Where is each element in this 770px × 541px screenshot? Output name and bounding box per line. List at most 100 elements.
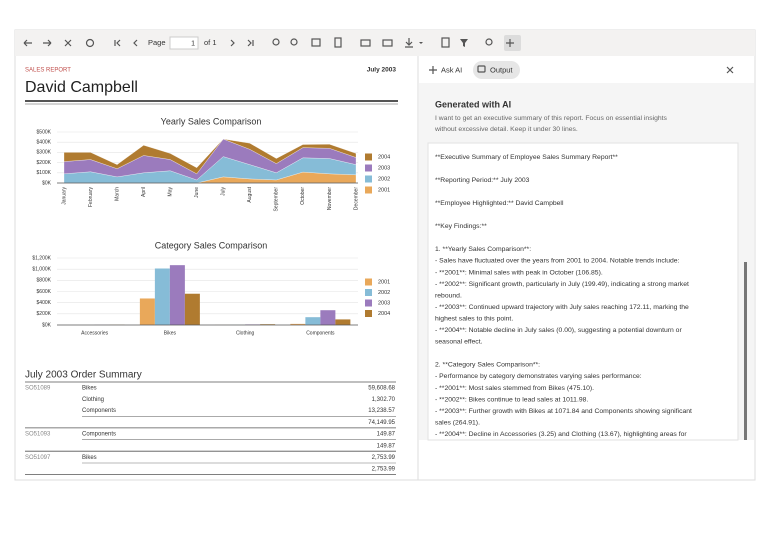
x-tick-label: February: [88, 187, 94, 208]
x-tick-label: August: [247, 186, 253, 202]
chart-title: Category Sales Comparison: [155, 240, 268, 250]
toolbar: [15, 30, 755, 56]
y-tick-label: $100K: [37, 170, 52, 176]
output-line: **Key Findings:**: [435, 223, 487, 230]
summary-title: July 2003 Order Summary: [25, 370, 142, 381]
y-tick-label: $1,000K: [32, 266, 51, 272]
x-tick-label: Components: [306, 330, 335, 336]
output-line: **Reporting Period:** July 2003: [435, 177, 530, 184]
output-line: - **2001**: Most sales stemmed from Bike…: [435, 385, 594, 392]
x-tick-label: June: [194, 187, 200, 198]
legend-label: 2003: [378, 300, 390, 306]
page-of: of 1: [204, 38, 217, 47]
order-item: Components: [82, 431, 116, 437]
order-total: 74,149.95: [368, 420, 395, 426]
order-item: Bikes: [82, 386, 97, 392]
order-item: Bikes: [82, 455, 97, 461]
order-amount: 13,238.57: [368, 408, 395, 414]
bar: [335, 319, 350, 325]
tab-ask-ai[interactable]: Ask AI: [441, 65, 462, 74]
order-id: SO51089: [25, 386, 51, 392]
x-tick-label: September: [274, 187, 280, 212]
x-tick-label: March: [114, 187, 120, 201]
report-kicker: SALES REPORT: [25, 68, 71, 74]
legend-swatch: [365, 165, 372, 172]
y-tick-label: $0K: [42, 322, 52, 328]
legend-label: 2004: [378, 311, 390, 317]
order-id: SO51093: [25, 431, 51, 437]
bar: [170, 265, 185, 325]
order-amount: 59,608.68: [368, 386, 395, 392]
report-name: David Campbell: [25, 79, 138, 96]
order-amount: 2,753.99: [372, 455, 396, 461]
rule: [25, 104, 398, 105]
legend-swatch: [365, 176, 372, 183]
y-tick-label: $200K: [37, 160, 52, 166]
legend-swatch: [365, 310, 372, 317]
order-item: Clothing: [82, 397, 104, 403]
y-tick-label: $1,200K: [32, 255, 51, 261]
x-tick-label: Accessories: [81, 330, 108, 336]
legend-label: 2002: [378, 290, 390, 296]
output-line: highest sales to this point.: [435, 315, 513, 322]
bar: [320, 310, 335, 325]
output-line: - **2002**: Bikes continue to lead sales…: [435, 396, 588, 403]
output-line: 1. **Yearly Sales Comparison**:: [435, 246, 531, 253]
output-line: **Employee Highlighted:** David Campbell: [435, 200, 564, 207]
x-tick-label: December: [353, 187, 359, 210]
order-amount: 149.87: [377, 431, 396, 437]
ai-heading: Generated with AI: [435, 99, 511, 109]
y-tick-label: $800K: [37, 278, 52, 284]
bar: [155, 268, 170, 325]
tab-output: Output: [490, 65, 513, 74]
legend-swatch: [365, 154, 372, 161]
legend-swatch: [365, 300, 372, 307]
legend-label: 2001: [378, 279, 390, 285]
output-line: - **2003**: Further growth with Bikes at…: [435, 408, 692, 415]
x-tick-label: January: [61, 187, 67, 205]
y-tick-label: $300K: [37, 150, 52, 156]
order-total: 2,753.99: [372, 467, 396, 473]
rule: [25, 100, 398, 102]
scrollbar[interactable]: [744, 262, 747, 440]
bar: [185, 294, 200, 325]
chart-title: Yearly Sales Comparison: [161, 116, 262, 126]
output-line: sales (264.91).: [435, 419, 480, 426]
y-tick-label: $400K: [37, 140, 52, 146]
output-line: - **2004**: Notable decline in July sale…: [435, 327, 682, 334]
legend-label: 2004: [378, 154, 390, 160]
order-amount: 1,302.70: [372, 397, 396, 403]
ai-prompt: I want to get an executive summary of th…: [435, 115, 668, 122]
output-line: - **2003**: Continued upward trajectory …: [435, 304, 689, 311]
ai-prompt: without excessive detail. Keep it under …: [434, 126, 578, 133]
y-tick-label: $0K: [42, 180, 52, 186]
order-item: Components: [82, 408, 116, 414]
x-tick-label: April: [141, 187, 147, 197]
output-line: - **2001**: Minimal sales with peak in O…: [435, 269, 603, 276]
page-input-value: 1: [191, 40, 195, 47]
x-tick-label: November: [327, 187, 333, 210]
bar: [305, 317, 320, 325]
output-line: - **2004**: Decline in Accessories (3.25…: [435, 431, 687, 438]
x-tick-label: May: [168, 187, 174, 197]
output-line: 2. **Category Sales Comparison**:: [435, 362, 540, 369]
legend-swatch: [365, 289, 372, 296]
output-line: - **2002**: Significant growth, particul…: [435, 281, 689, 288]
y-tick-label: $400K: [37, 300, 52, 306]
output-line: - Performance by category demonstrates v…: [435, 373, 642, 380]
y-tick-label: $200K: [37, 311, 52, 317]
output-line: rebound.: [435, 292, 462, 299]
page-label: Page: [148, 38, 166, 47]
legend-swatch: [365, 279, 372, 286]
x-tick-label: July: [221, 187, 227, 196]
order-id: SO51097: [25, 455, 51, 461]
x-tick-label: October: [300, 187, 306, 205]
x-tick-label: Bikes: [164, 330, 177, 336]
output-line: - Sales have fluctuated over the years f…: [435, 258, 680, 265]
legend-swatch: [365, 187, 372, 194]
y-tick-label: $500K: [37, 129, 52, 135]
legend-label: 2002: [378, 176, 390, 182]
output-line: **Executive Summary of Employee Sales Su…: [435, 154, 618, 161]
y-tick-label: $600K: [37, 289, 52, 295]
